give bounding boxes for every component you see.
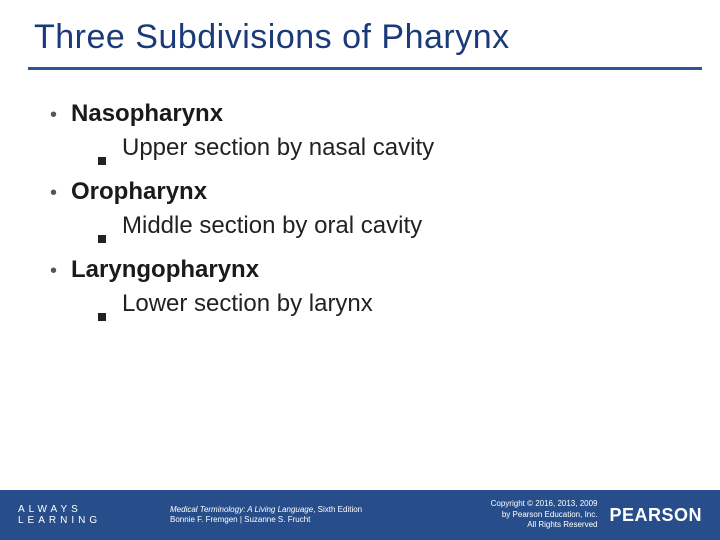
bullet-level1: • Oropharynx — [50, 178, 680, 206]
bullet-label: Oropharynx — [71, 178, 207, 206]
copyright-line: Copyright © 2016, 2013, 2009 — [491, 499, 598, 509]
book-authors: Bonnie F. Fremgen | Suzanne S. Frucht — [170, 515, 491, 525]
bullet-dot-icon: • — [50, 105, 57, 125]
bullet-level2: Middle section by oral cavity — [98, 212, 680, 240]
bullet-sub: Middle section by oral cavity — [122, 212, 422, 240]
always-learning-label: ALWAYS LEARNING — [0, 504, 150, 526]
book-citation: Medical Terminology: A Living Language, … — [150, 505, 491, 526]
bullet-label: Laryngopharynx — [71, 256, 259, 284]
bullet-square-icon — [98, 313, 106, 321]
bullet-label: Nasopharynx — [71, 100, 223, 128]
pearson-logo: PEARSON — [609, 505, 720, 526]
slide: Three Subdivisions of Pharynx • Nasophar… — [0, 0, 720, 540]
copyright-line: by Pearson Education, Inc. — [491, 510, 598, 520]
bullet-square-icon — [98, 157, 106, 165]
bullet-square-icon — [98, 235, 106, 243]
copyright-block: Copyright © 2016, 2013, 2009 by Pearson … — [491, 499, 610, 530]
bullet-level2: Lower section by larynx — [98, 290, 680, 318]
bullet-sub: Upper section by nasal cavity — [122, 134, 434, 162]
bullet-dot-icon: • — [50, 261, 57, 281]
content-area: • Nasopharynx Upper section by nasal cav… — [0, 70, 720, 318]
copyright-line: All Rights Reserved — [491, 520, 598, 530]
bullet-level2: Upper section by nasal cavity — [98, 134, 680, 162]
bullet-level1: • Nasopharynx — [50, 100, 680, 128]
book-edition: , Sixth Edition — [313, 505, 362, 514]
bullet-dot-icon: • — [50, 183, 57, 203]
slide-title: Three Subdivisions of Pharynx — [0, 0, 720, 67]
bullet-level1: • Laryngopharynx — [50, 256, 680, 284]
bullet-sub: Lower section by larynx — [122, 290, 373, 318]
footer-bar: ALWAYS LEARNING Medical Terminology: A L… — [0, 490, 720, 540]
book-title: Medical Terminology: A Living Language — [170, 505, 313, 514]
